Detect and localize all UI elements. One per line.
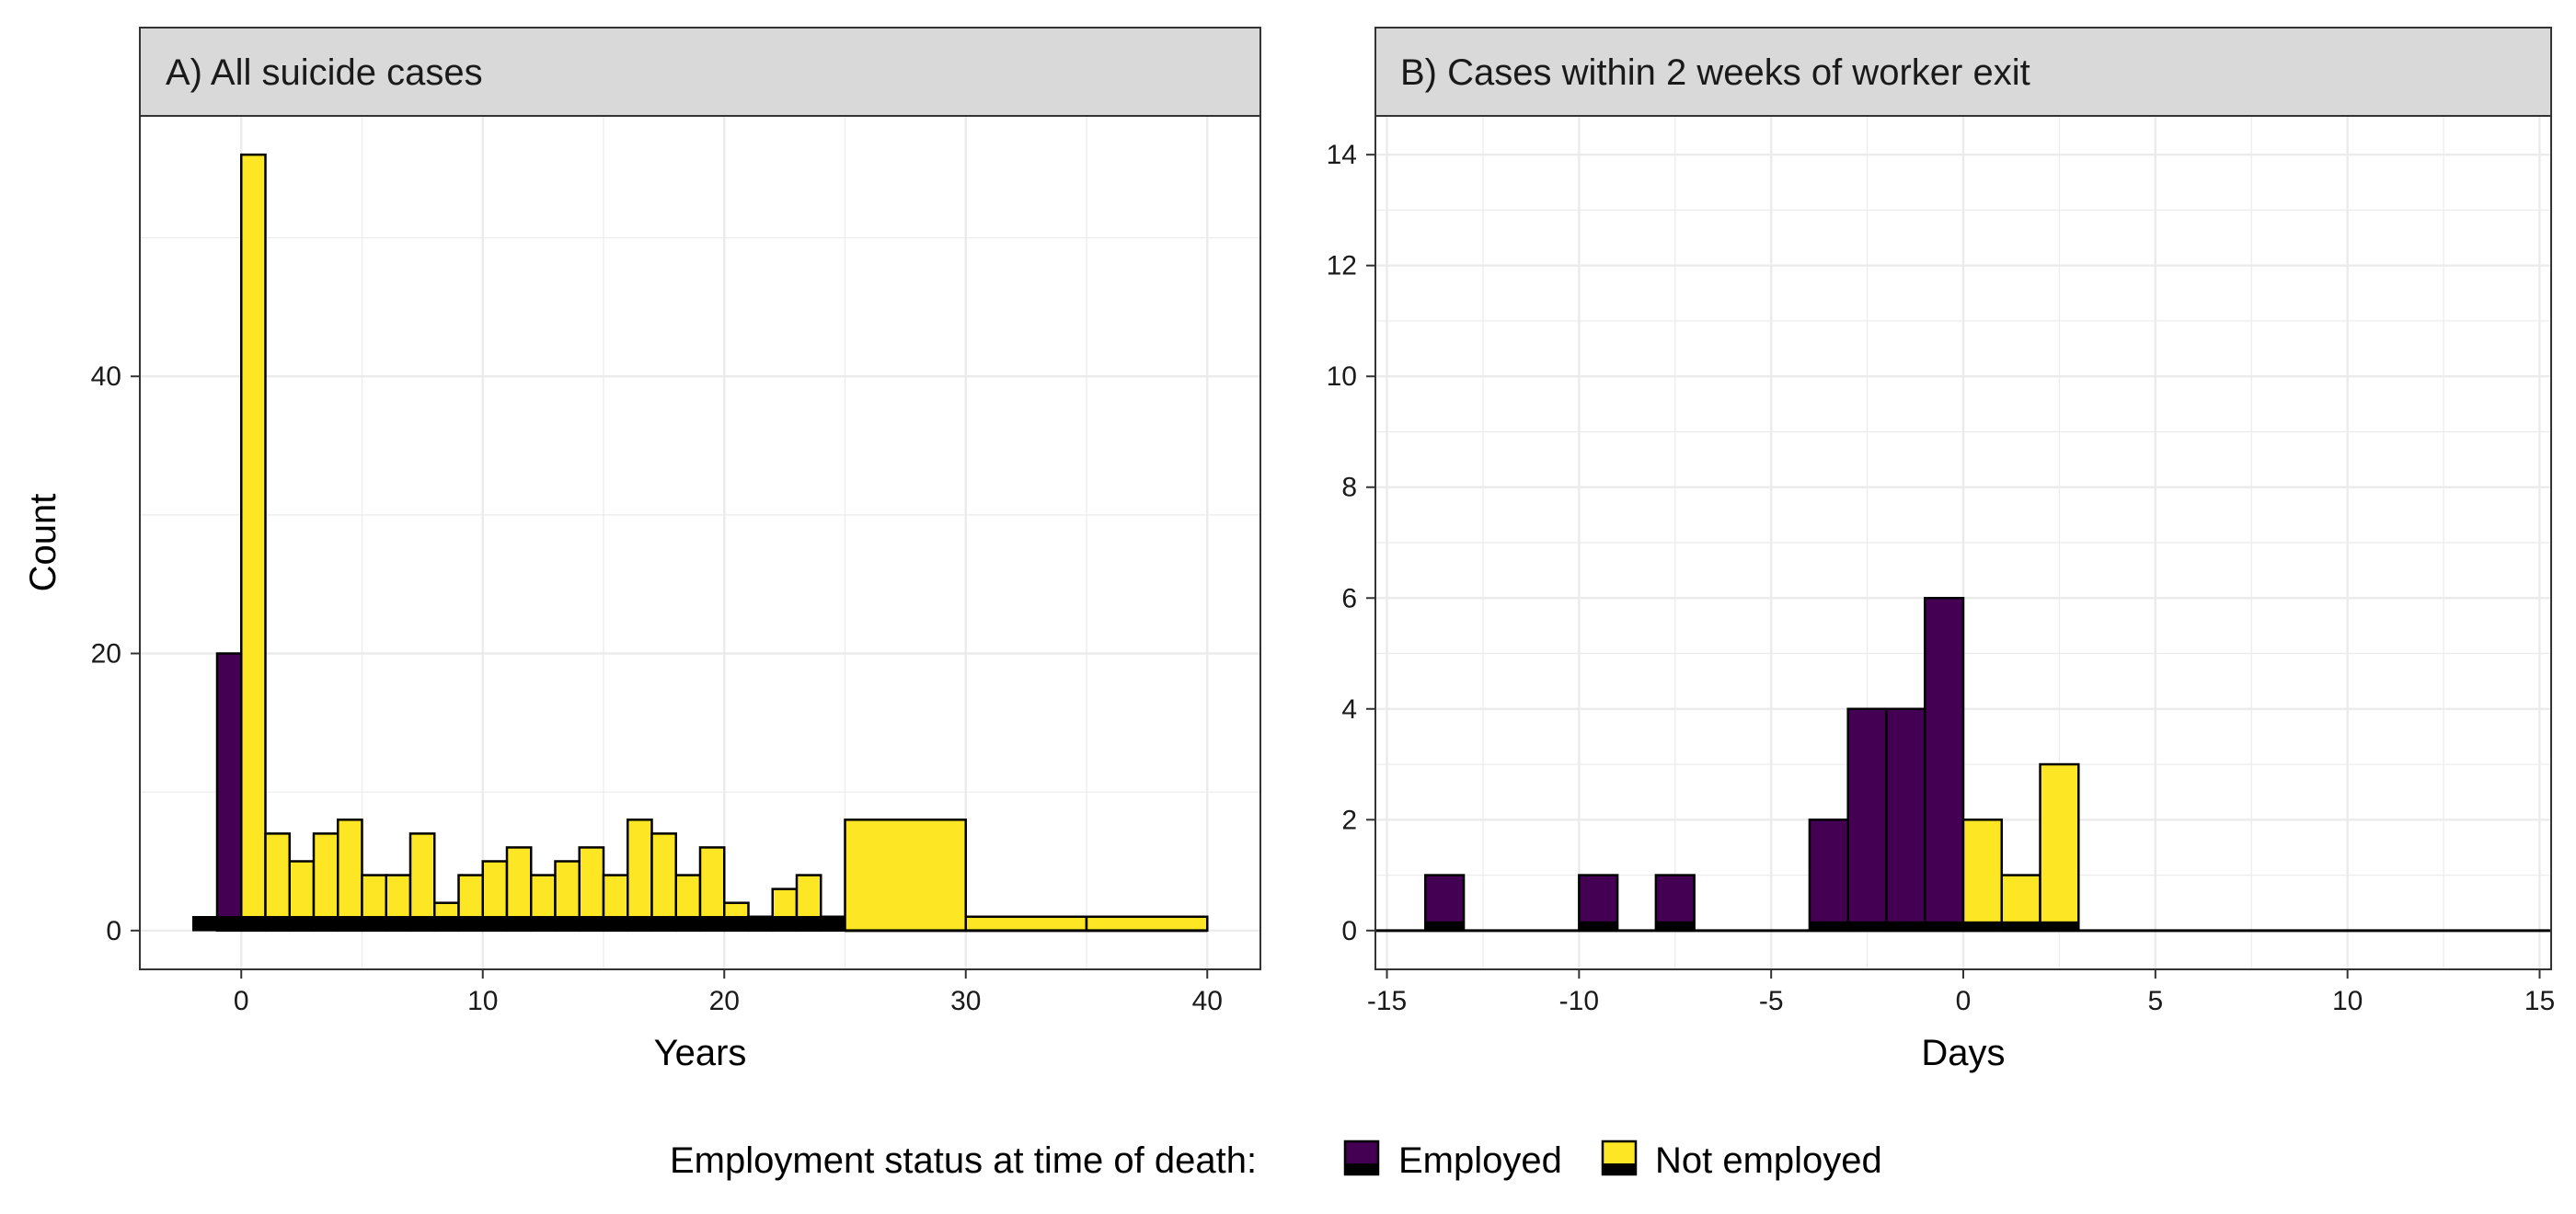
panel-a-x-tick-label: 40 xyxy=(1192,986,1223,1016)
legend-item-employed: Employed xyxy=(1343,1140,1562,1181)
panel-b-y-tick-label: 14 xyxy=(1327,140,1357,170)
panel-a-baseline-band xyxy=(192,916,846,932)
panel-b-bar-base xyxy=(2001,921,2041,931)
panel-b-bar-base xyxy=(1963,921,2002,931)
panel-a-x-tick-label: 10 xyxy=(467,986,498,1016)
panel-a-bar xyxy=(264,832,291,933)
panel-a-bar xyxy=(627,819,653,933)
panel-a-y-tick-label: 40 xyxy=(91,361,121,392)
panel-b-bar xyxy=(1654,874,1696,933)
panel-a-bars xyxy=(192,153,1209,933)
panel-a-bar xyxy=(1085,915,1209,933)
panel-a-bar xyxy=(240,153,267,933)
panel-a-x-tick-label: 0 xyxy=(234,986,249,1016)
legend-key-not-employed-base xyxy=(1603,1163,1636,1174)
panel-b-y-tick-label: 2 xyxy=(1341,805,1357,835)
panel-a-x-tick-label: 30 xyxy=(950,986,981,1016)
panel-a-bar xyxy=(337,819,363,933)
panel-b-bar-base xyxy=(1655,921,1695,931)
panel-b-x-tick-label: -5 xyxy=(1759,986,1784,1016)
panel-b-y-tick-label: 10 xyxy=(1327,361,1357,392)
panel-b-bar-base xyxy=(1925,921,1963,931)
panel-a-ticks: 0 10 20 30 40 0 20 40 xyxy=(91,361,1223,1016)
panel-b-x-tick-label: 5 xyxy=(2147,986,2163,1016)
panel-a-bar xyxy=(964,915,1088,933)
legend-title: Employment status at time of death: xyxy=(670,1140,1257,1181)
panel-b-y-tick-label: 6 xyxy=(1341,583,1357,613)
legend-item-not-employed: Not employed xyxy=(1601,1140,1882,1181)
panel-a-strip xyxy=(139,27,1261,117)
panel-b-bars xyxy=(1375,597,2551,933)
panel-a-x-axis-title: Years xyxy=(654,1033,747,1073)
panel-b-y-tick-label: 8 xyxy=(1341,473,1357,503)
panel-b-x-tick-label: 10 xyxy=(2332,986,2363,1016)
panel-a-title: A) All suicide cases xyxy=(166,52,483,93)
legend-label-not-employed: Not employed xyxy=(1655,1140,1882,1181)
panel-a-x-tick-label: 20 xyxy=(709,986,740,1016)
panel-b-bar-base xyxy=(2040,921,2079,931)
panel-b-strip xyxy=(1374,27,2552,117)
panel-a-bar xyxy=(650,832,677,933)
panel-b-x-axis-title: Days xyxy=(1921,1033,2005,1073)
panel-a-bar xyxy=(312,832,339,933)
panel-b-y-tick-label: 12 xyxy=(1327,251,1357,281)
panel-b-bar-base xyxy=(1425,921,1465,931)
panel-b-x-tick-label: -15 xyxy=(1367,986,1407,1016)
panel-a: A) All suicide cases 0 10 20 30 40 0 20 40 Year… xyxy=(23,27,1261,1073)
panel-a-y-tick-label: 0 xyxy=(106,916,121,946)
panel-b-x-tick-label: 0 xyxy=(1956,986,1972,1016)
panel-b-bar-base xyxy=(1579,921,1618,931)
panel-b-bar xyxy=(1846,707,1888,933)
panel-b-title: B) Cases within 2 weeks of worker exit xyxy=(1400,52,2030,93)
legend-key-employed-base xyxy=(1345,1163,1378,1174)
panel-b-bar-base xyxy=(1809,921,1848,931)
panel-b-y-tick-label: 0 xyxy=(1341,916,1357,946)
panel-a-bar xyxy=(844,819,967,933)
panel-b-ticks: -15 -10 -5 0 5 10 15 0 2 4 6 8 10 12 14 xyxy=(1327,140,2556,1016)
panel-a-y-tick-label: 20 xyxy=(91,639,121,670)
panel-b-bar-base xyxy=(1886,921,1926,931)
panel-b-x-tick-label: -10 xyxy=(1559,986,1599,1016)
panel-b-x-tick-label: 15 xyxy=(2524,986,2555,1016)
panel-b-bar xyxy=(1923,597,1965,933)
panel-b: B) Cases within 2 weeks of worker exit -… xyxy=(1327,27,2556,1073)
panel-a-bar xyxy=(215,652,243,933)
legend: Employment status at time of death: Empl… xyxy=(670,1140,1882,1181)
panel-b-y-tick-label: 4 xyxy=(1341,694,1357,725)
panel-b-bar xyxy=(1961,819,2004,933)
panel-b-bar xyxy=(2039,762,2080,933)
panel-b-bar xyxy=(1424,874,1466,933)
legend-label-employed: Employed xyxy=(1398,1140,1562,1181)
panel-a-plot-bg xyxy=(140,116,1260,969)
panel-b-bar xyxy=(1885,707,1926,933)
panel-b-bar-base xyxy=(1847,921,1887,931)
y-axis-title: Count xyxy=(23,494,63,592)
panel-a-frame xyxy=(139,115,1261,970)
panel-a-bar xyxy=(408,832,436,933)
panel-b-bar xyxy=(1808,819,1849,933)
